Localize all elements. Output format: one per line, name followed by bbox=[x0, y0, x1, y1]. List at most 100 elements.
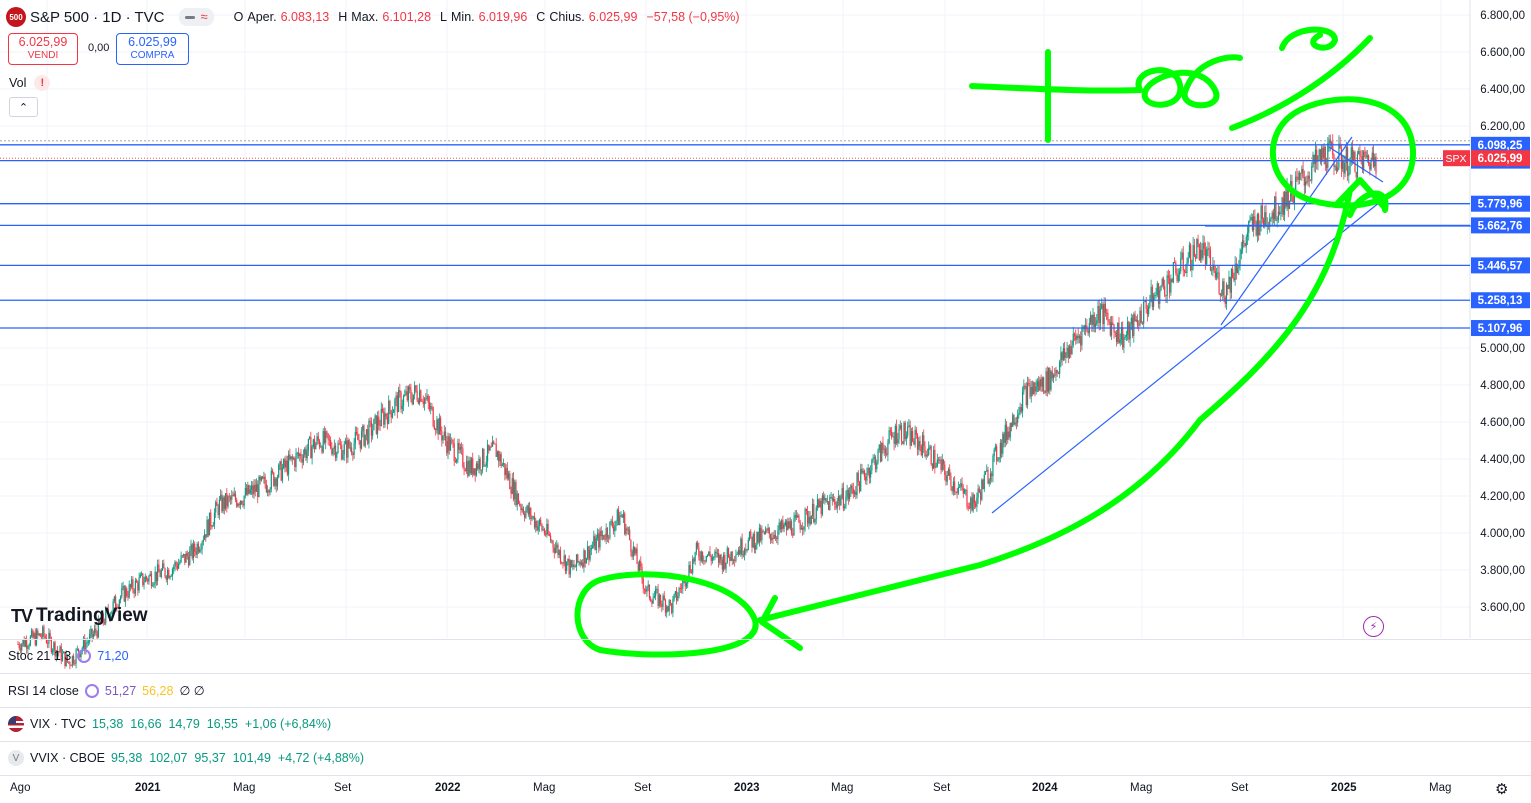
candle-body bbox=[276, 477, 279, 487]
candle-body bbox=[1300, 172, 1302, 174]
candle-body bbox=[482, 448, 484, 470]
candle-body bbox=[275, 478, 277, 487]
candle-body bbox=[101, 613, 103, 624]
candle-body bbox=[484, 465, 486, 467]
candle-body bbox=[1204, 248, 1207, 265]
candle-body bbox=[1050, 371, 1052, 390]
candle-body bbox=[548, 534, 550, 536]
candle-body bbox=[1237, 268, 1239, 273]
candle-body bbox=[979, 492, 982, 500]
candle-body bbox=[584, 550, 586, 564]
candle-body bbox=[463, 466, 465, 470]
candle-body bbox=[415, 385, 417, 391]
candle-body bbox=[1337, 167, 1339, 171]
candle-body bbox=[18, 644, 20, 649]
price-axis[interactable]: 6.098,256.012,875.779,965.662,765.446,57… bbox=[1443, 10, 1530, 614]
candle-body bbox=[1114, 332, 1116, 333]
candle-body bbox=[268, 490, 270, 493]
cycle-icon[interactable] bbox=[77, 649, 92, 663]
candle-body bbox=[610, 520, 612, 522]
candle-body bbox=[412, 394, 415, 404]
tradingview-logo[interactable]: TV TradingView bbox=[11, 605, 148, 627]
vvix-pane[interactable]: V VVIX · CBOE 95,38 102,07 95,37 101,49 … bbox=[0, 741, 1531, 776]
candle-body bbox=[430, 406, 432, 410]
candle-body bbox=[191, 544, 193, 559]
candle-body bbox=[676, 591, 678, 601]
candle-body bbox=[952, 481, 955, 492]
time-axis[interactable]: Ago 2021 Mag Set 2022 Mag Set 2023 Mag Set 2024 Mag… bbox=[0, 775, 1531, 803]
candle-body bbox=[794, 515, 796, 519]
lightning-icon[interactable]: ⚡ bbox=[1363, 616, 1384, 637]
candle-body bbox=[1239, 254, 1241, 266]
candle-body bbox=[96, 632, 98, 638]
time-tick-label: Set bbox=[334, 782, 352, 794]
candle-body bbox=[499, 454, 501, 462]
candle-body bbox=[784, 521, 786, 526]
candle-body bbox=[185, 552, 187, 563]
candle-body bbox=[365, 429, 368, 435]
price-tick-label: 4.800,00 bbox=[1480, 380, 1525, 392]
candle-body bbox=[677, 595, 679, 601]
trend-lines[interactable] bbox=[991, 136, 1471, 514]
candle-body bbox=[372, 430, 374, 436]
volume-legend[interactable]: Vol ! bbox=[9, 75, 51, 91]
candle-body bbox=[747, 539, 749, 550]
legend-toggle[interactable]: ≈ bbox=[178, 8, 214, 26]
horizontal-levels[interactable] bbox=[0, 140, 1470, 329]
sell-button[interactable]: 6.025,99 VENDI bbox=[8, 33, 78, 65]
candle-body bbox=[40, 636, 43, 638]
buy-button[interactable]: 6.025,99 COMPRA bbox=[116, 33, 189, 65]
candle-body bbox=[441, 431, 443, 441]
candle-body bbox=[936, 459, 938, 467]
candle-body bbox=[741, 538, 743, 556]
stoch-pane[interactable]: Stoc 21 1 3 71,20 bbox=[0, 639, 1531, 674]
vix-legend[interactable]: VIX · TVC 15,38 16,66 14,79 16,55 +1,06 … bbox=[8, 716, 331, 732]
candle-body bbox=[725, 562, 727, 569]
candle-body bbox=[757, 531, 759, 543]
candle-body bbox=[1311, 166, 1313, 181]
candle-body bbox=[1369, 163, 1371, 170]
candle-body bbox=[633, 546, 636, 554]
candle-body bbox=[832, 499, 835, 501]
rsi-legend[interactable]: RSI 14 close 51,27 56,28 ∅ ∅ bbox=[8, 683, 205, 698]
candle-body bbox=[1285, 191, 1287, 207]
symbol-title[interactable]: S&P 500 · 1D · TVC bbox=[30, 8, 165, 26]
candle-body bbox=[1348, 173, 1350, 176]
minus-icon bbox=[184, 15, 195, 19]
candle-body bbox=[168, 569, 170, 579]
current-price-tag bbox=[1471, 150, 1530, 167]
candle-body bbox=[892, 436, 894, 438]
candle-body bbox=[294, 458, 296, 468]
candle-body bbox=[622, 513, 625, 518]
candle-body bbox=[837, 495, 840, 502]
stoch-legend[interactable]: Stoc 21 1 3 71,20 bbox=[8, 649, 129, 663]
candle-body bbox=[1280, 213, 1282, 214]
collapse-legend-button[interactable]: ⌃ bbox=[9, 97, 38, 117]
trend-line-mid[interactable] bbox=[1220, 136, 1353, 326]
candle-body bbox=[1033, 382, 1035, 394]
warning-icon[interactable]: ! bbox=[34, 75, 51, 91]
annotation-arrow-curve bbox=[757, 187, 1353, 623]
candle-body bbox=[731, 551, 733, 561]
candle-body bbox=[777, 529, 779, 540]
candle-body bbox=[792, 533, 794, 536]
candle-body bbox=[1208, 248, 1210, 251]
candle-body bbox=[425, 398, 427, 400]
cycle-icon[interactable] bbox=[84, 683, 99, 698]
rsi-pane[interactable]: RSI 14 close 51,27 56,28 ∅ ∅ bbox=[0, 673, 1531, 708]
candle-body bbox=[1010, 423, 1013, 427]
candle-body bbox=[411, 398, 413, 404]
candle-body bbox=[274, 478, 276, 486]
trend-line-short[interactable] bbox=[1328, 146, 1384, 183]
candle-body bbox=[1367, 155, 1370, 164]
trend-line-long[interactable] bbox=[991, 197, 1386, 514]
settings-gear-icon[interactable]: ⚙ bbox=[1495, 781, 1509, 798]
candle-body bbox=[221, 494, 223, 512]
candle-body bbox=[389, 400, 391, 411]
candle-body bbox=[920, 446, 922, 456]
candle-body bbox=[575, 554, 578, 567]
candle-body bbox=[663, 595, 665, 601]
vix-pane[interactable]: VIX · TVC 15,38 16,66 14,79 16,55 +1,06 … bbox=[0, 707, 1531, 742]
vvix-legend[interactable]: V VVIX · CBOE 95,38 102,07 95,37 101,49 … bbox=[8, 750, 364, 766]
